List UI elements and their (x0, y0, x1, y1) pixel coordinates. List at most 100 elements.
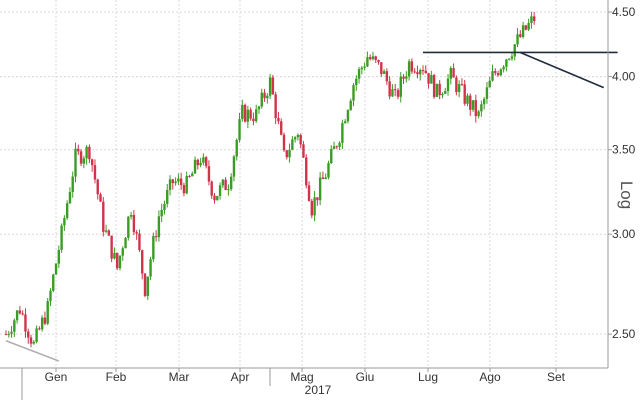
candle-body (307, 185, 311, 201)
candle-body (291, 139, 294, 150)
y-tick-label: 2.50 (612, 327, 636, 341)
candle-body (477, 111, 480, 117)
candle-body (427, 73, 430, 84)
candle-body (121, 248, 124, 256)
candle-body (18, 310, 22, 314)
candle-body (419, 70, 422, 75)
candle-body (255, 109, 258, 122)
candle-body (293, 137, 297, 140)
candle-body (305, 157, 308, 186)
candle-body (7, 333, 10, 335)
candle-body (530, 16, 533, 23)
candle-body (79, 151, 83, 164)
candle-body (46, 301, 49, 324)
candle-body (321, 177, 325, 179)
candle-body (199, 162, 202, 166)
candle-body (13, 320, 16, 332)
x-month-label: Mar (169, 370, 190, 384)
candle-body (221, 179, 225, 186)
candle-body (141, 250, 144, 274)
candle-body (241, 104, 244, 120)
candle-body (32, 341, 35, 344)
candle-body (407, 61, 411, 77)
axes (0, 0, 609, 369)
candle-body (507, 58, 511, 60)
candle-body (168, 179, 172, 190)
candle-body (4, 334, 8, 336)
x-month-label: Set (547, 370, 566, 384)
candle-body (146, 276, 149, 296)
candle-body (57, 249, 61, 264)
candle-body (96, 179, 99, 195)
candle-body (310, 200, 313, 216)
candle-body (457, 84, 461, 92)
x-tick-labels: Gen Feb Mar Apr Mag Giu Lug Ago Set (21, 368, 566, 400)
candle-body (135, 232, 138, 234)
candle-body (449, 68, 452, 79)
candle-body (113, 252, 116, 259)
x-month-label: Gen (45, 370, 68, 384)
candle-body (452, 68, 455, 78)
candle-body (524, 25, 528, 30)
candle-body (349, 100, 352, 111)
candle-body (363, 66, 366, 68)
candle-body (99, 194, 102, 202)
candle-body (210, 181, 213, 196)
candle-body (138, 233, 141, 251)
candle-body (405, 76, 408, 79)
candle-body (166, 189, 169, 204)
candle-body (463, 84, 466, 104)
candle-body (90, 159, 94, 166)
candle-body (40, 317, 44, 330)
candle-body (107, 230, 111, 236)
candle-body (207, 166, 211, 182)
candle-body (371, 56, 375, 60)
candle-body (124, 237, 127, 249)
candle-body (24, 314, 27, 332)
y-tick-label: 3.00 (612, 227, 636, 241)
candle-body (280, 121, 283, 135)
candle-body (260, 92, 263, 107)
candle-body (446, 78, 450, 92)
candle-body (399, 76, 402, 97)
candle-body (246, 109, 250, 122)
candle-body (77, 148, 80, 152)
candle-body (21, 313, 24, 315)
candle-body (227, 189, 230, 191)
candle-body (388, 81, 391, 97)
candle-body (335, 146, 339, 148)
candle-body (499, 69, 503, 76)
candle-body (366, 57, 369, 67)
candle-body (257, 106, 261, 110)
candle-body (380, 62, 383, 74)
candlestick-series (4, 11, 536, 348)
y-tick-label: 4.00 (612, 70, 636, 84)
resistance-trendlines (423, 51, 618, 89)
candle-body (93, 165, 97, 180)
support-trendlines (5, 339, 60, 362)
x-month-label: Ago (479, 370, 501, 384)
candle-body (316, 197, 319, 201)
candle-body (63, 218, 66, 226)
candle-body (266, 95, 269, 99)
y-tick-label: 3.50 (612, 143, 636, 157)
candle-body (74, 148, 77, 177)
candle-body (516, 34, 519, 45)
candle-body (469, 95, 472, 110)
candle-body (60, 225, 63, 250)
candle-body (341, 123, 344, 143)
candle-body (52, 274, 55, 291)
candle-body (385, 71, 389, 82)
candle-body (152, 236, 155, 260)
candle-body (188, 175, 191, 177)
candle-body (394, 89, 397, 91)
y-tick-labels: 2.50 3.00 3.50 4.00 4.50 (608, 5, 636, 341)
y-axis-label: Log (617, 181, 636, 209)
candle-body (29, 337, 33, 344)
candle-body (154, 236, 158, 238)
candle-body (38, 328, 41, 330)
candle-body (271, 77, 275, 95)
candle-body (302, 144, 305, 158)
candle-body (432, 75, 436, 97)
candle-body (110, 235, 113, 259)
